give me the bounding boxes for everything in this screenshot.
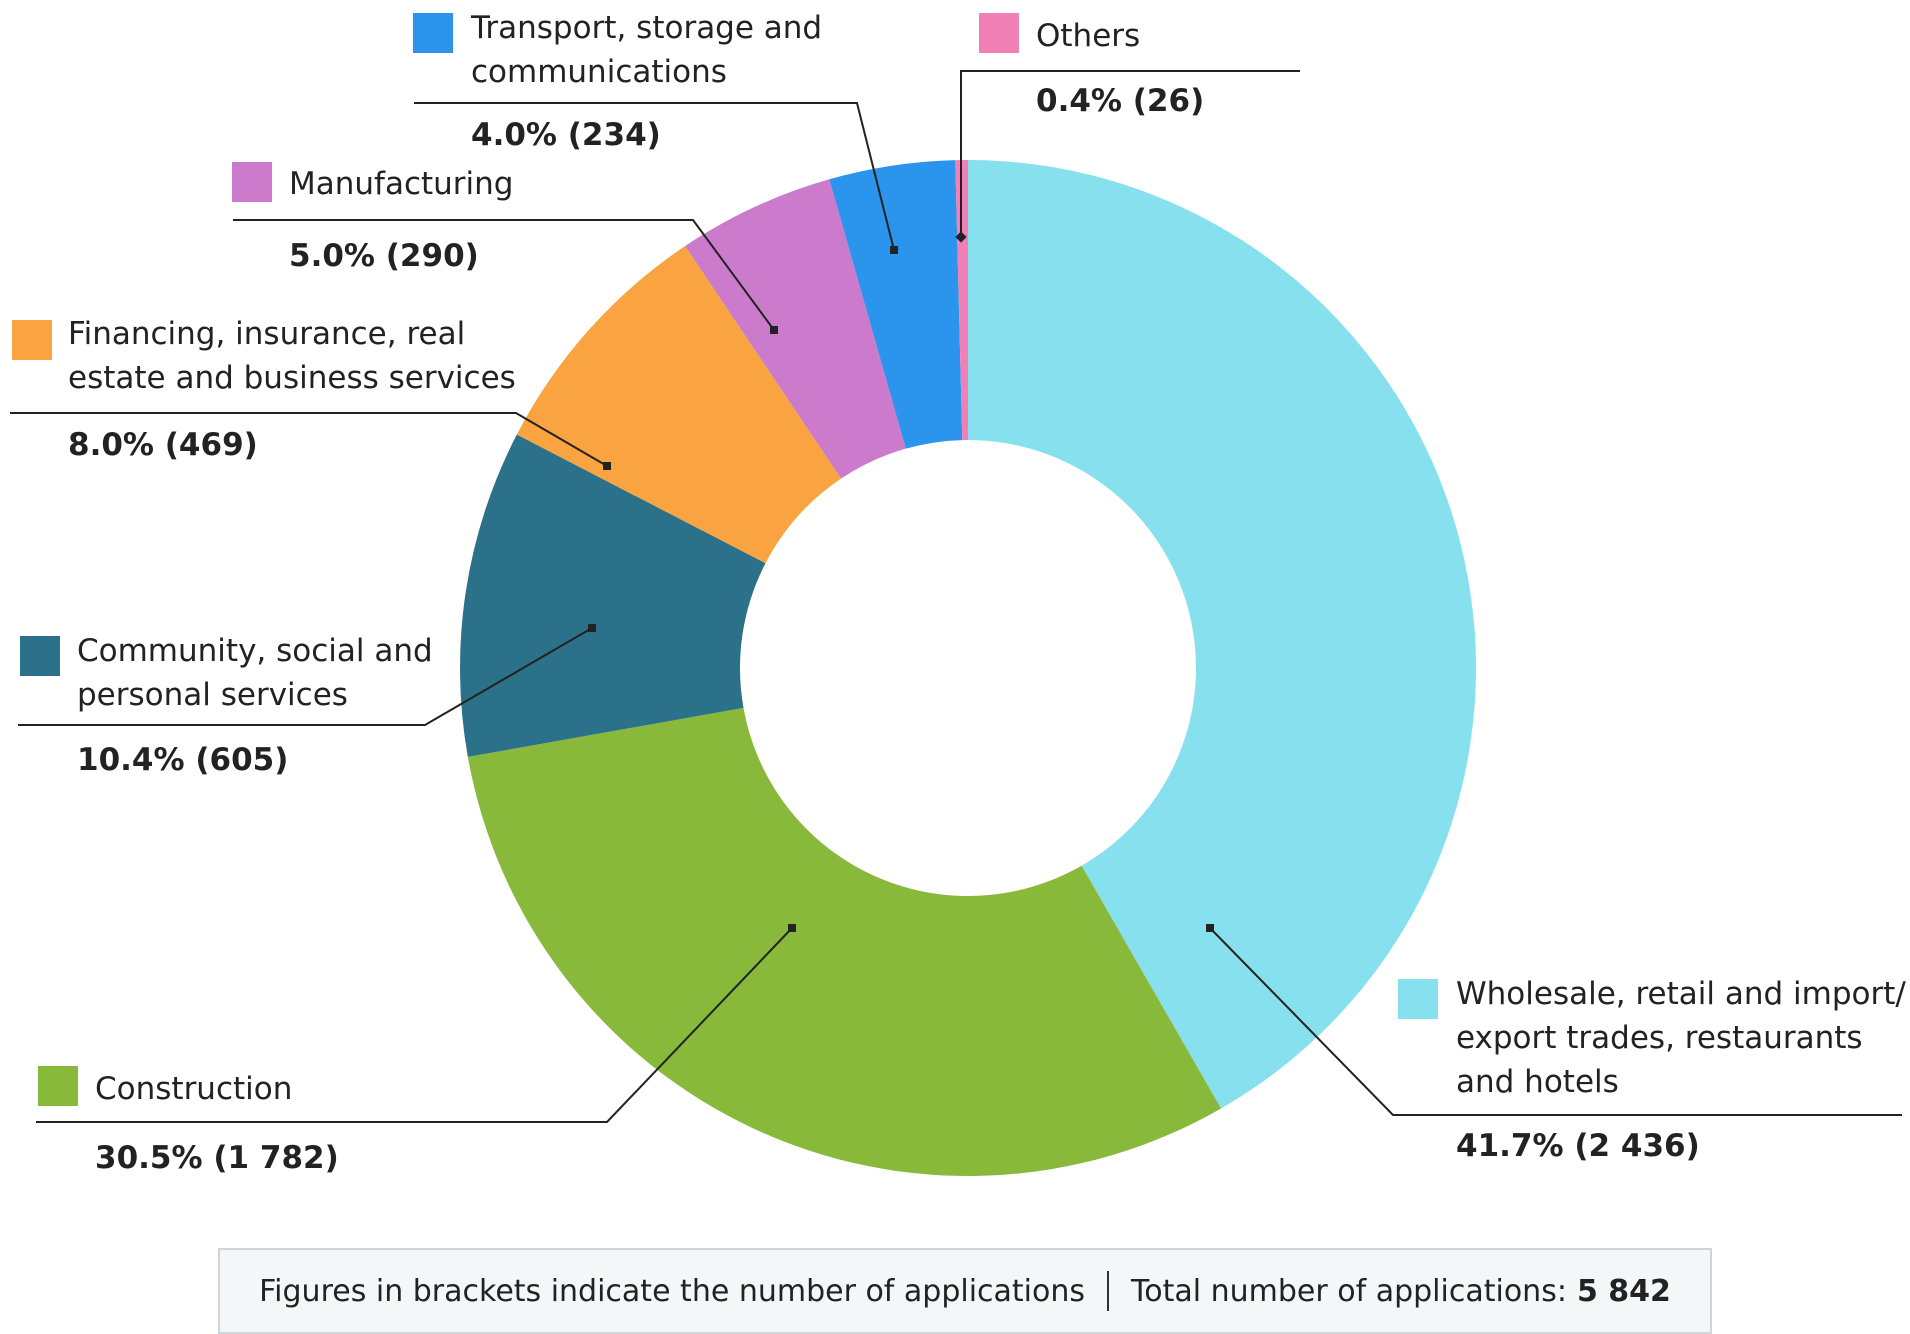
leader-anchor-manufacturing — [770, 326, 778, 334]
leader-line-community-social-and-personal-services — [18, 627, 593, 726]
value-label-construction: 30.5% (1 782) — [95, 1140, 339, 1176]
leader-anchor-others — [955, 231, 967, 243]
slice-manufacturing — [685, 179, 906, 479]
slice-transport-storage-and-communications — [829, 160, 963, 449]
value-label-community-social-and-personal-services: 10.4% (605) — [77, 742, 288, 778]
leader-line-wholesale-retail-and-import-export-trades-restaurants-and-hotels — [1209, 927, 1902, 1116]
legend-swatch-community-social-and-personal-services — [20, 636, 60, 676]
leader-line-financing-insurance-real-estate-and-business-services — [10, 412, 608, 467]
slice-financing-insurance-real-estate-and-business-services — [516, 246, 842, 564]
legend-swatch-construction — [38, 1066, 78, 1106]
slice-community-social-and-personal-services — [459, 434, 766, 757]
leader-line-manufacturing — [233, 219, 775, 331]
leader-line-transport-storage-and-communications — [414, 102, 895, 251]
label-construction: Construction — [95, 1071, 292, 1107]
value-label-others: 0.4% (26) — [1036, 83, 1204, 119]
leader-line-construction — [36, 927, 793, 1123]
slice-wholesale-retail-and-import-export-trades-restaurants-and-hotels — [968, 160, 1477, 1109]
value-label-financing-insurance-real-estate-and-business-services: 8.0% (469) — [68, 427, 258, 463]
leader-anchor-construction — [788, 924, 796, 932]
label-community-social-and-personal-services: Community, social and personal services — [77, 633, 433, 713]
label-transport-storage-and-communications: Transport, storage and communications — [470, 10, 822, 90]
leader-anchor-financing-insurance-real-estate-and-business-services — [603, 462, 611, 470]
leader-line-others — [960, 70, 1300, 237]
legend-swatch-others — [979, 13, 1019, 53]
legend-swatch-wholesale-retail-and-import-export-trades-restaurants-and-hotels — [1398, 979, 1438, 1019]
slice-others — [955, 160, 968, 441]
donut-slices — [459, 160, 1477, 1176]
slice-labels: Wholesale, retail and import/export trad… — [10, 10, 1906, 1176]
legend-swatch-financing-insurance-real-estate-and-business-services — [12, 320, 52, 360]
footnote-divider — [1107, 1271, 1110, 1311]
leader-anchor-transport-storage-and-communications — [890, 246, 898, 254]
value-label-wholesale-retail-and-import-export-trades-restaurants-and-hotels: 41.7% (2 436) — [1456, 1128, 1700, 1164]
total-value: 5 842 — [1576, 1273, 1671, 1309]
footnote-text: Figures in brackets indicate the number … — [259, 1273, 1086, 1309]
label-wholesale-retail-and-import-export-trades-restaurants-and-hotels: Wholesale, retail and import/export trad… — [1456, 976, 1906, 1100]
slice-construction — [467, 707, 1222, 1176]
value-label-manufacturing: 5.0% (290) — [289, 238, 479, 274]
legend-swatch-manufacturing — [232, 162, 272, 202]
total-label: Total number of applications: — [1131, 1273, 1567, 1309]
label-others: Others — [1036, 18, 1140, 54]
label-financing-insurance-real-estate-and-business-services: Financing, insurance, real estate and bus… — [68, 316, 516, 396]
leader-anchor-community-social-and-personal-services — [588, 624, 596, 632]
legend-swatch-transport-storage-and-communications — [413, 13, 453, 53]
chart-footnote: Figures in brackets indicate the number … — [218, 1248, 1712, 1334]
leader-anchor-wholesale-retail-and-import-export-trades-restaurants-and-hotels — [1206, 924, 1214, 932]
value-label-transport-storage-and-communications: 4.0% (234) — [471, 117, 661, 153]
label-manufacturing: Manufacturing — [289, 166, 513, 202]
